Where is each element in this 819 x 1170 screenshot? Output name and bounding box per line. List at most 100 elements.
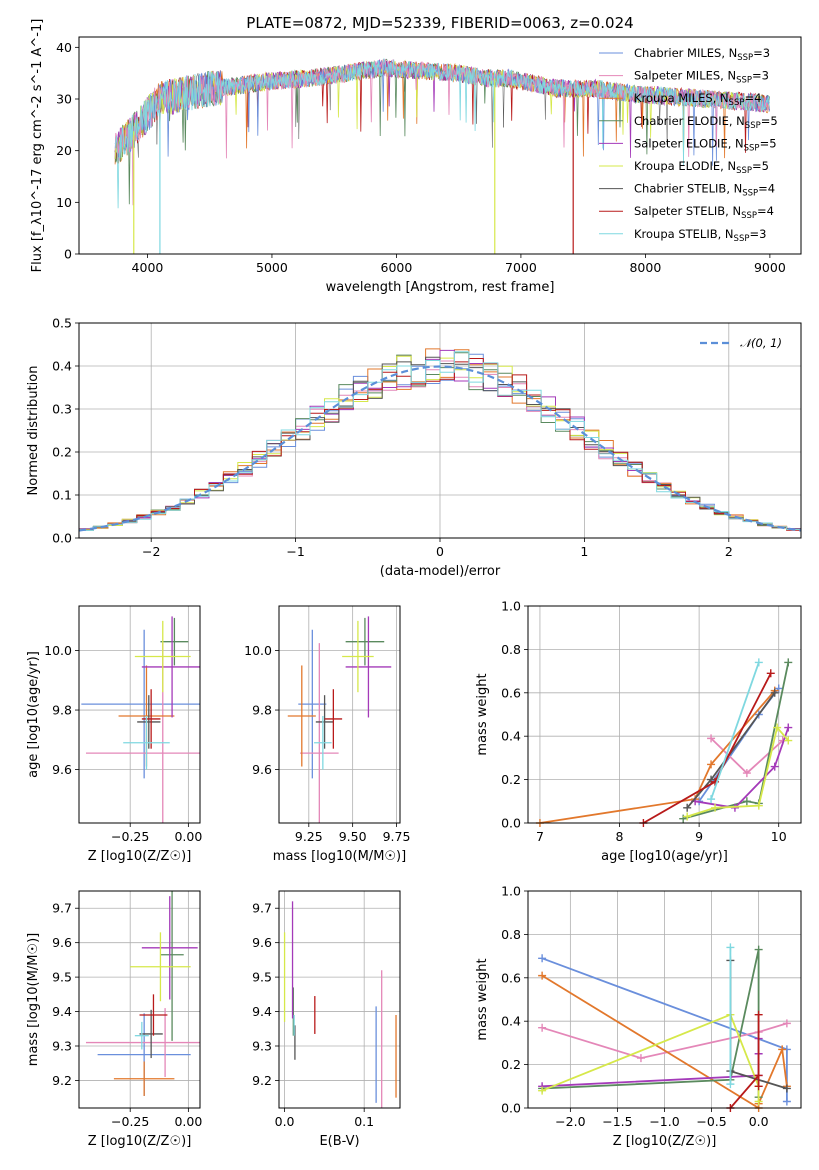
x-tick-label: −2 [142, 544, 160, 559]
y-tick-label: 0.4 [52, 359, 72, 374]
legend-label-chabrier-miles: Chabrier MILES, NSSP=3 [634, 46, 770, 63]
y-tick-label: 0.5 [52, 316, 72, 331]
age-vs-Z-panel: −0.25 0.00 9.6 9.8 10.0 Z [log10(Z/Z☉)] age [l… [26, 605, 202, 864]
legend-label-salpeter-elodie: Salpeter ELODIE, NSSP=5 [634, 136, 777, 153]
y-axis-label: Flux [f_λ10^-17 erg cm^-2 s^-1 A^-1] [30, 19, 45, 273]
mass-vs-Z-panel: −0.25 0.00 9.2 9.3 9.4 9.5 9.6 9.7 Z [log10(Z/Z☉… [26, 890, 202, 1149]
weight-marker-salpeter-elodie [784, 723, 793, 732]
axes-frame [78, 890, 201, 1109]
x-tick-label: 9.75 [383, 829, 411, 844]
y-tick-label: 30 [56, 92, 72, 107]
weight-marker-salpeter-miles [742, 769, 751, 778]
axes-frame [78, 322, 802, 539]
x-tick-label: −0.5 [696, 1114, 726, 1129]
axes-frame [278, 605, 401, 824]
figure-title: PLATE=0872, MJD=52339, FIBERID=0063, z=0… [246, 14, 633, 32]
x-tick-label: 7 [536, 829, 544, 844]
y-tick-label: 0.8 [501, 927, 521, 942]
axes-frame [78, 36, 802, 255]
x-axis-label: Z [log10(Z/Z☉)] [613, 1134, 717, 1149]
x-tick-label: 10 [771, 829, 787, 844]
weight-marker-chabrier-miles [782, 1097, 791, 1106]
x-axis-label: age [log10(age/yr)] [601, 849, 728, 864]
x-tick-label: 8 [616, 829, 624, 844]
spectrum-line-kroupa-stelib [114, 57, 770, 209]
legend-label-salpeter-stelib: Salpeter STELIB, NSSP=4 [634, 204, 774, 221]
y-tick-label: 9.6 [252, 935, 272, 950]
weight-marker-salpeter-stelib [754, 1010, 763, 1019]
y-tick-label: 40 [56, 40, 72, 55]
y-tick-label: 9.4 [52, 1004, 72, 1019]
spectrum-legend: Chabrier MILES, NSSP=3 Salpeter MILES, NS… [599, 46, 778, 244]
weight-marker-salpeter-stelib [754, 1082, 763, 1091]
y-tick-label: 9.5 [252, 970, 272, 985]
y-tick-label: 20 [56, 143, 72, 158]
y-tick-label: 9.7 [252, 901, 272, 916]
x-axis-label: (data-model)/error [380, 564, 501, 579]
weight-marker-kroupa-elodie [784, 736, 793, 745]
y-tick-label: 0.1 [52, 488, 72, 503]
x-axis-label: Z [log10(Z/Z☉)] [88, 1134, 192, 1149]
y-tick-label: 0.4 [501, 1014, 521, 1029]
x-tick-label: 0.00 [174, 829, 202, 844]
legend-label-kroupa-elodie: Kroupa ELODIE, NSSP=5 [634, 159, 769, 176]
y-tick-label: 10 [56, 195, 72, 210]
x-axis-label: mass [log10(M/M☉)] [273, 849, 406, 864]
y-tick-label: 0.2 [501, 1057, 521, 1072]
y-tick-label: 10.0 [244, 643, 272, 658]
legend-label-kroupa-stelib: Kroupa STELIB, NSSP=3 [634, 227, 766, 244]
weight-line-salpeter-stelib [729, 1014, 760, 1108]
y-tick-label: 0.0 [501, 1101, 521, 1116]
x-tick-label: 0.00 [174, 1114, 202, 1129]
x-tick-label: 0 [436, 544, 444, 559]
y-axis-label: mass [log10(M/M☉)] [26, 933, 41, 1066]
y-tick-label: 9.6 [52, 762, 72, 777]
y-tick-label: 0.6 [501, 970, 521, 985]
legend-label-salpeter-miles: Salpeter MILES, NSSP=3 [634, 69, 769, 86]
y-tick-label: 0.3 [52, 402, 72, 417]
y-tick-label: 1.0 [501, 884, 521, 899]
x-tick-label: 2 [725, 544, 733, 559]
weight-marker-kroupa-stelib [754, 658, 763, 667]
weight-marker-kroupa-elodie [538, 1086, 547, 1095]
y-axis-label: age [log10(age/yr)] [26, 651, 41, 778]
axes-frame [78, 605, 201, 824]
x-axis-label: E(B-V) [319, 1134, 359, 1149]
weight-marker-kroupa-miles [707, 760, 716, 769]
weight-marker-chabrier-elodie [784, 658, 793, 667]
weight-line-salpeter-miles [541, 1022, 788, 1060]
legend-label-normal: 𝒩(0, 1) [740, 336, 782, 350]
x-tick-label: 1 [580, 544, 588, 559]
spectrum-panel: 4000 5000 6000 7000 8000 9000 0 10 20 30 40 wavelen… [30, 19, 802, 295]
x-tick-label: −1 [286, 544, 304, 559]
y-tick-label: 9.3 [52, 1039, 72, 1054]
axes-frame [527, 890, 802, 1109]
weight-marker-kroupa-stelib [726, 1080, 735, 1089]
y-tick-label: 0.2 [501, 772, 521, 787]
y-axis-label: mass weight [475, 673, 490, 755]
weight-marker-kroupa-stelib [726, 943, 735, 952]
weight-marker-chabrier-elodie [742, 797, 751, 806]
x-tick-label: 0.1 [354, 1114, 374, 1129]
spectrum-line-salpeter-miles [114, 58, 770, 206]
x-tick-label: 9.25 [295, 829, 323, 844]
weight-marker-chabrier-stelib [683, 803, 692, 812]
weight-line-kroupa-stelib [710, 662, 760, 800]
weight-marker-kroupa-stelib [707, 795, 716, 804]
weight-marker-kroupa-elodie [754, 801, 763, 810]
y-tick-label: 9.7 [52, 901, 72, 916]
mass-vs-ebv-panel: 0.0 0.1 9.2 9.3 9.4 9.5 9.6 9.7 E(B-V) [252, 890, 401, 1149]
weight-marker-kroupa-elodie [773, 723, 782, 732]
axes-frame [527, 605, 802, 824]
weight-line-chabrier-elodie [542, 949, 760, 1098]
x-axis-label: Z [log10(Z/Z☉)] [88, 849, 192, 864]
age-vs-mass-panel: 9.25 9.50 9.75 9.6 9.8 10.0 mass [log10(M/M☉)] [244, 605, 411, 864]
y-tick-label: 9.4 [252, 1004, 272, 1019]
x-tick-label: 9.50 [339, 829, 367, 844]
weight-marker-kroupa-elodie [683, 812, 692, 821]
x-tick-label: 9 [695, 829, 703, 844]
x-tick-label: −1.5 [602, 1114, 632, 1129]
y-tick-label: 9.8 [252, 703, 272, 718]
weight-marker-salpeter-miles [636, 1054, 645, 1063]
